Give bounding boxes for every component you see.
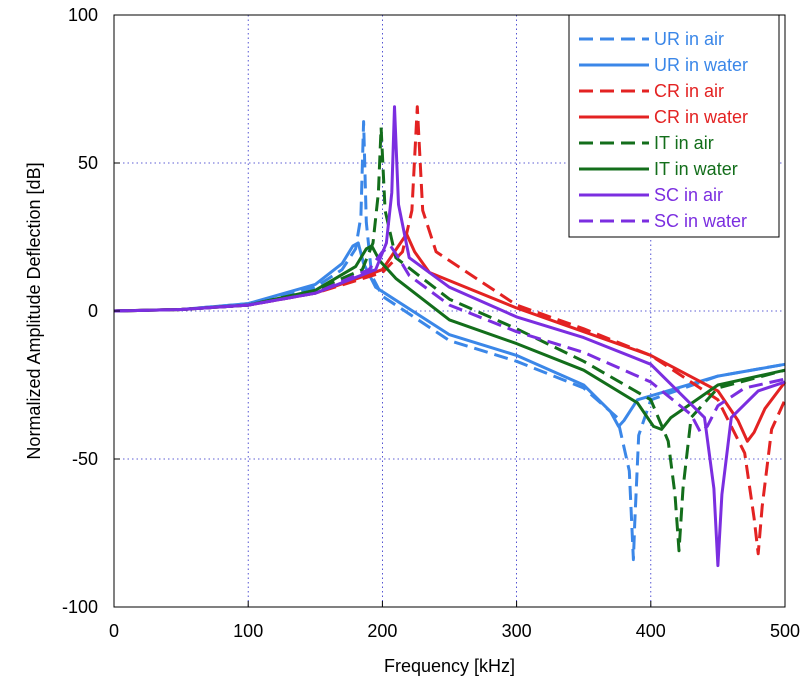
tick-labels: 0 100 200 300 400 500 -100 -50 0 50 100: [62, 5, 800, 641]
x-tick-label: 0: [109, 621, 119, 641]
x-axis-title: Frequency [kHz]: [384, 656, 515, 676]
x-tick-label: 400: [636, 621, 666, 641]
series-line: [113, 244, 786, 431]
series-line: [113, 244, 786, 434]
x-tick-label: 500: [770, 621, 800, 641]
y-tick-label: -50: [72, 449, 98, 469]
legend-label: UR in air: [654, 29, 724, 49]
y-tick-label: 50: [78, 153, 98, 173]
series-lines: [113, 105, 787, 568]
series-line: [113, 105, 786, 568]
y-tick-label: 0: [88, 301, 98, 321]
y-axis-title: Normalized Amplitude Deflection [dB]: [24, 162, 44, 459]
legend-label: SC in water: [654, 211, 747, 231]
x-tick-label: 100: [233, 621, 263, 641]
y-tick-label: 100: [68, 5, 98, 25]
legend-label: CR in water: [654, 107, 748, 127]
x-tick-label: 300: [502, 621, 532, 641]
legend-label: UR in water: [654, 55, 748, 75]
legend: UR in air UR in water CR in air CR in water…: [568, 14, 780, 238]
series-line: [113, 126, 786, 553]
legend-label: IT in water: [654, 159, 738, 179]
series-line: [113, 241, 786, 428]
legend-box: [568, 14, 780, 238]
x-tick-label: 200: [367, 621, 397, 641]
y-tick-label: -100: [62, 597, 98, 617]
series-line: [113, 120, 786, 562]
legend-label: CR in air: [654, 81, 724, 101]
legend-label: IT in air: [654, 133, 714, 153]
legend-label: SC in air: [654, 185, 723, 205]
